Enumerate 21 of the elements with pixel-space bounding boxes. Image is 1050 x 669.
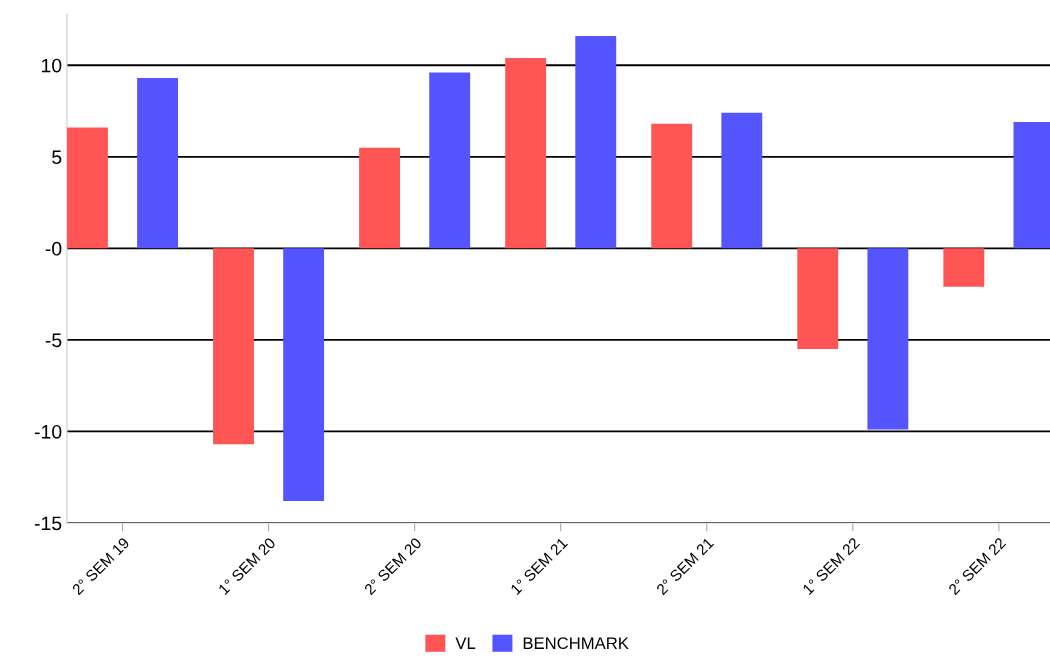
bar bbox=[943, 248, 985, 287]
bar bbox=[67, 127, 108, 249]
bar bbox=[505, 57, 547, 249]
y-tick-label: -5 bbox=[45, 333, 62, 348]
legend-label: VL bbox=[455, 637, 476, 649]
y-tick-label: -10 bbox=[34, 424, 62, 439]
bar bbox=[137, 78, 179, 249]
bar bbox=[575, 35, 617, 249]
bar bbox=[429, 72, 471, 249]
legend-label: BENCHMARK bbox=[523, 637, 629, 650]
y-tick-label: 5 bbox=[52, 150, 62, 165]
y-tick-label: -15 bbox=[34, 516, 62, 531]
y-tick-label: -0 bbox=[45, 241, 62, 256]
bar bbox=[797, 248, 839, 350]
bar bbox=[651, 123, 693, 249]
bar bbox=[283, 248, 325, 502]
y-tick-label: 10 bbox=[42, 58, 62, 73]
bar bbox=[359, 147, 401, 249]
bar bbox=[867, 248, 909, 430]
bar bbox=[721, 112, 763, 249]
bar bbox=[213, 248, 254, 445]
